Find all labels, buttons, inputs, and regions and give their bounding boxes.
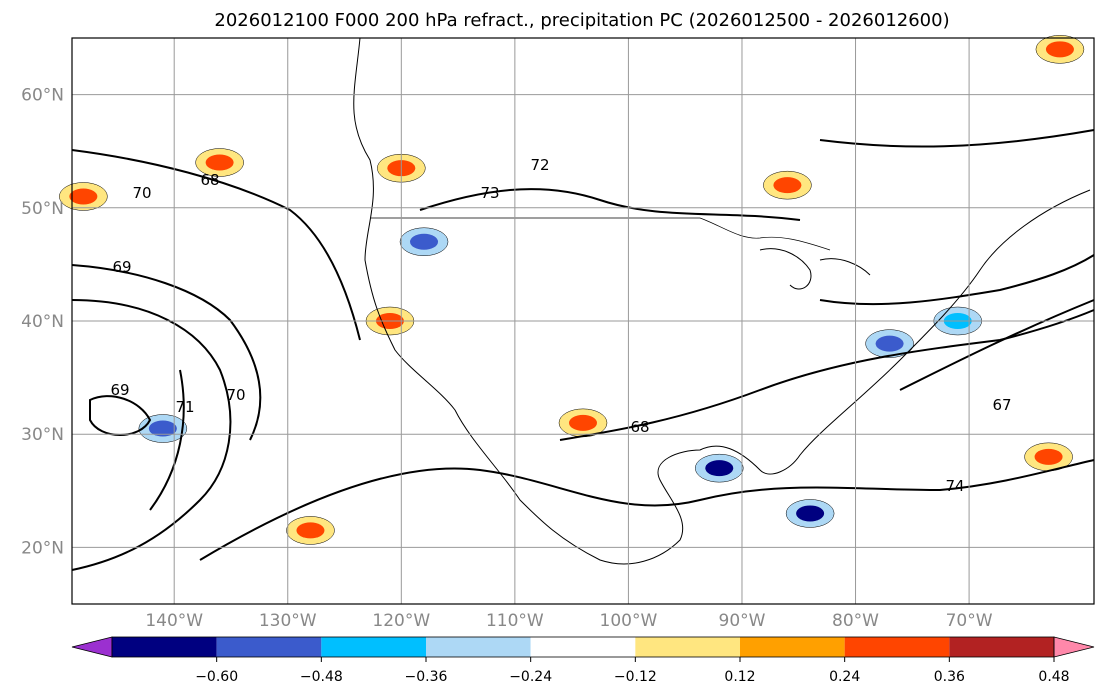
precip-patch-core xyxy=(148,420,177,437)
contour-74 xyxy=(89,395,152,436)
precip-patch-core xyxy=(705,460,734,477)
colorbar-segment xyxy=(321,637,426,657)
colorbar-tick-label: −0.24 xyxy=(509,669,552,685)
colorbar-tick-label: −0.60 xyxy=(195,669,238,685)
colorbar-tick-label: −0.12 xyxy=(614,669,657,685)
lon-tick-label: 120°W xyxy=(372,611,430,631)
precip-patch-core xyxy=(796,505,825,522)
colorbar-segment xyxy=(635,637,740,657)
graticule xyxy=(72,38,1094,604)
contour-68 xyxy=(71,149,361,341)
map-frame xyxy=(71,37,1095,605)
coastline-layer xyxy=(353,37,1091,565)
lon-tick-label: 80°W xyxy=(832,611,879,631)
precip-patch-core xyxy=(69,188,98,205)
lat-tick-label: 50°N xyxy=(21,199,64,219)
contour-label: 68 xyxy=(630,418,649,436)
contour-label: 67 xyxy=(992,396,1011,414)
colorbar-tick-label: 0.36 xyxy=(934,669,965,685)
colorbar-tick-label: 0.24 xyxy=(829,669,860,685)
colorbar-segment xyxy=(112,637,217,657)
lat-tick-label: 30°N xyxy=(21,425,64,445)
colorbar-segment xyxy=(530,637,636,657)
precip-patch-core xyxy=(1034,448,1063,465)
precip-patch-core xyxy=(773,177,802,194)
contour-73 xyxy=(559,309,1095,441)
precip-patch-core xyxy=(205,154,234,171)
lon-tick-label: 140°W xyxy=(145,611,203,631)
colorbar-tick-label: −0.48 xyxy=(300,669,343,685)
us-canada-border xyxy=(370,217,831,251)
colorbar-extend-low xyxy=(71,636,113,658)
contour-labels: 68 69 70 71 72 73 74 67 68 69 70 xyxy=(110,156,1011,495)
colorbar-segment xyxy=(949,637,1054,657)
contour-label: 70 xyxy=(226,386,245,404)
great-lakes xyxy=(759,248,871,290)
latitude-tick-labels: 60°N 50°N 40°N 30°N 20°N xyxy=(21,86,64,559)
map-panel: 68 69 70 71 72 73 74 67 68 69 70 xyxy=(59,35,1095,605)
contour-label: 68 xyxy=(200,171,219,189)
lon-tick-label: 70°W xyxy=(946,611,993,631)
colorbar-tick-label: −0.36 xyxy=(405,669,448,685)
contour-70-east xyxy=(819,254,1095,306)
precip-patch-core xyxy=(410,233,439,250)
precip-patch-core xyxy=(569,414,597,431)
colorbar-segment xyxy=(426,637,531,657)
lon-tick-label: 90°W xyxy=(719,611,766,631)
colorbar-extend-high xyxy=(1053,636,1095,658)
colorbar-tick-label: 0.48 xyxy=(1038,669,1069,685)
contour-label: 71 xyxy=(175,398,194,416)
lon-tick-label: 100°W xyxy=(600,611,658,631)
longitude-tick-labels: 140°W 130°W 120°W 110°W 100°W 90°W 80°W 70°W xyxy=(145,611,992,631)
precip-patch-core xyxy=(296,522,325,539)
contour-label: 69 xyxy=(112,258,131,276)
colorbar-frame xyxy=(111,636,1055,658)
lon-tick-label: 130°W xyxy=(259,611,317,631)
colorbar: −0.60 −0.48 −0.36 −0.24 −0.12 0.12 0.24 0.36 0.4… xyxy=(71,636,1095,685)
lat-tick-label: 40°N xyxy=(21,312,64,332)
contour-72 xyxy=(149,299,1095,511)
precip-patch-core xyxy=(875,335,904,352)
map-title: 2026012100 F000 200 hPa refract., precip… xyxy=(214,10,949,31)
precip-patch-core xyxy=(1045,41,1074,58)
contour-label: 72 xyxy=(530,156,549,174)
contour-label: 73 xyxy=(480,184,499,202)
colorbar-segment xyxy=(740,637,845,657)
contour-label: 74 xyxy=(945,477,964,495)
colorbar-segment xyxy=(216,637,322,657)
contour-69 xyxy=(71,264,262,441)
contour-label: 69 xyxy=(110,381,129,399)
lat-tick-label: 20°N xyxy=(21,538,64,558)
lon-tick-label: 110°W xyxy=(486,611,544,631)
colorbar-tick-label: 0.12 xyxy=(724,669,755,685)
contour-71-east xyxy=(819,129,1095,148)
north-america-coast xyxy=(353,37,1091,565)
contour-70 xyxy=(71,299,232,571)
lat-tick-label: 60°N xyxy=(21,86,64,106)
contour-label: 70 xyxy=(132,184,151,202)
colorbar-segment xyxy=(844,637,950,657)
contour-71-north xyxy=(419,188,801,221)
